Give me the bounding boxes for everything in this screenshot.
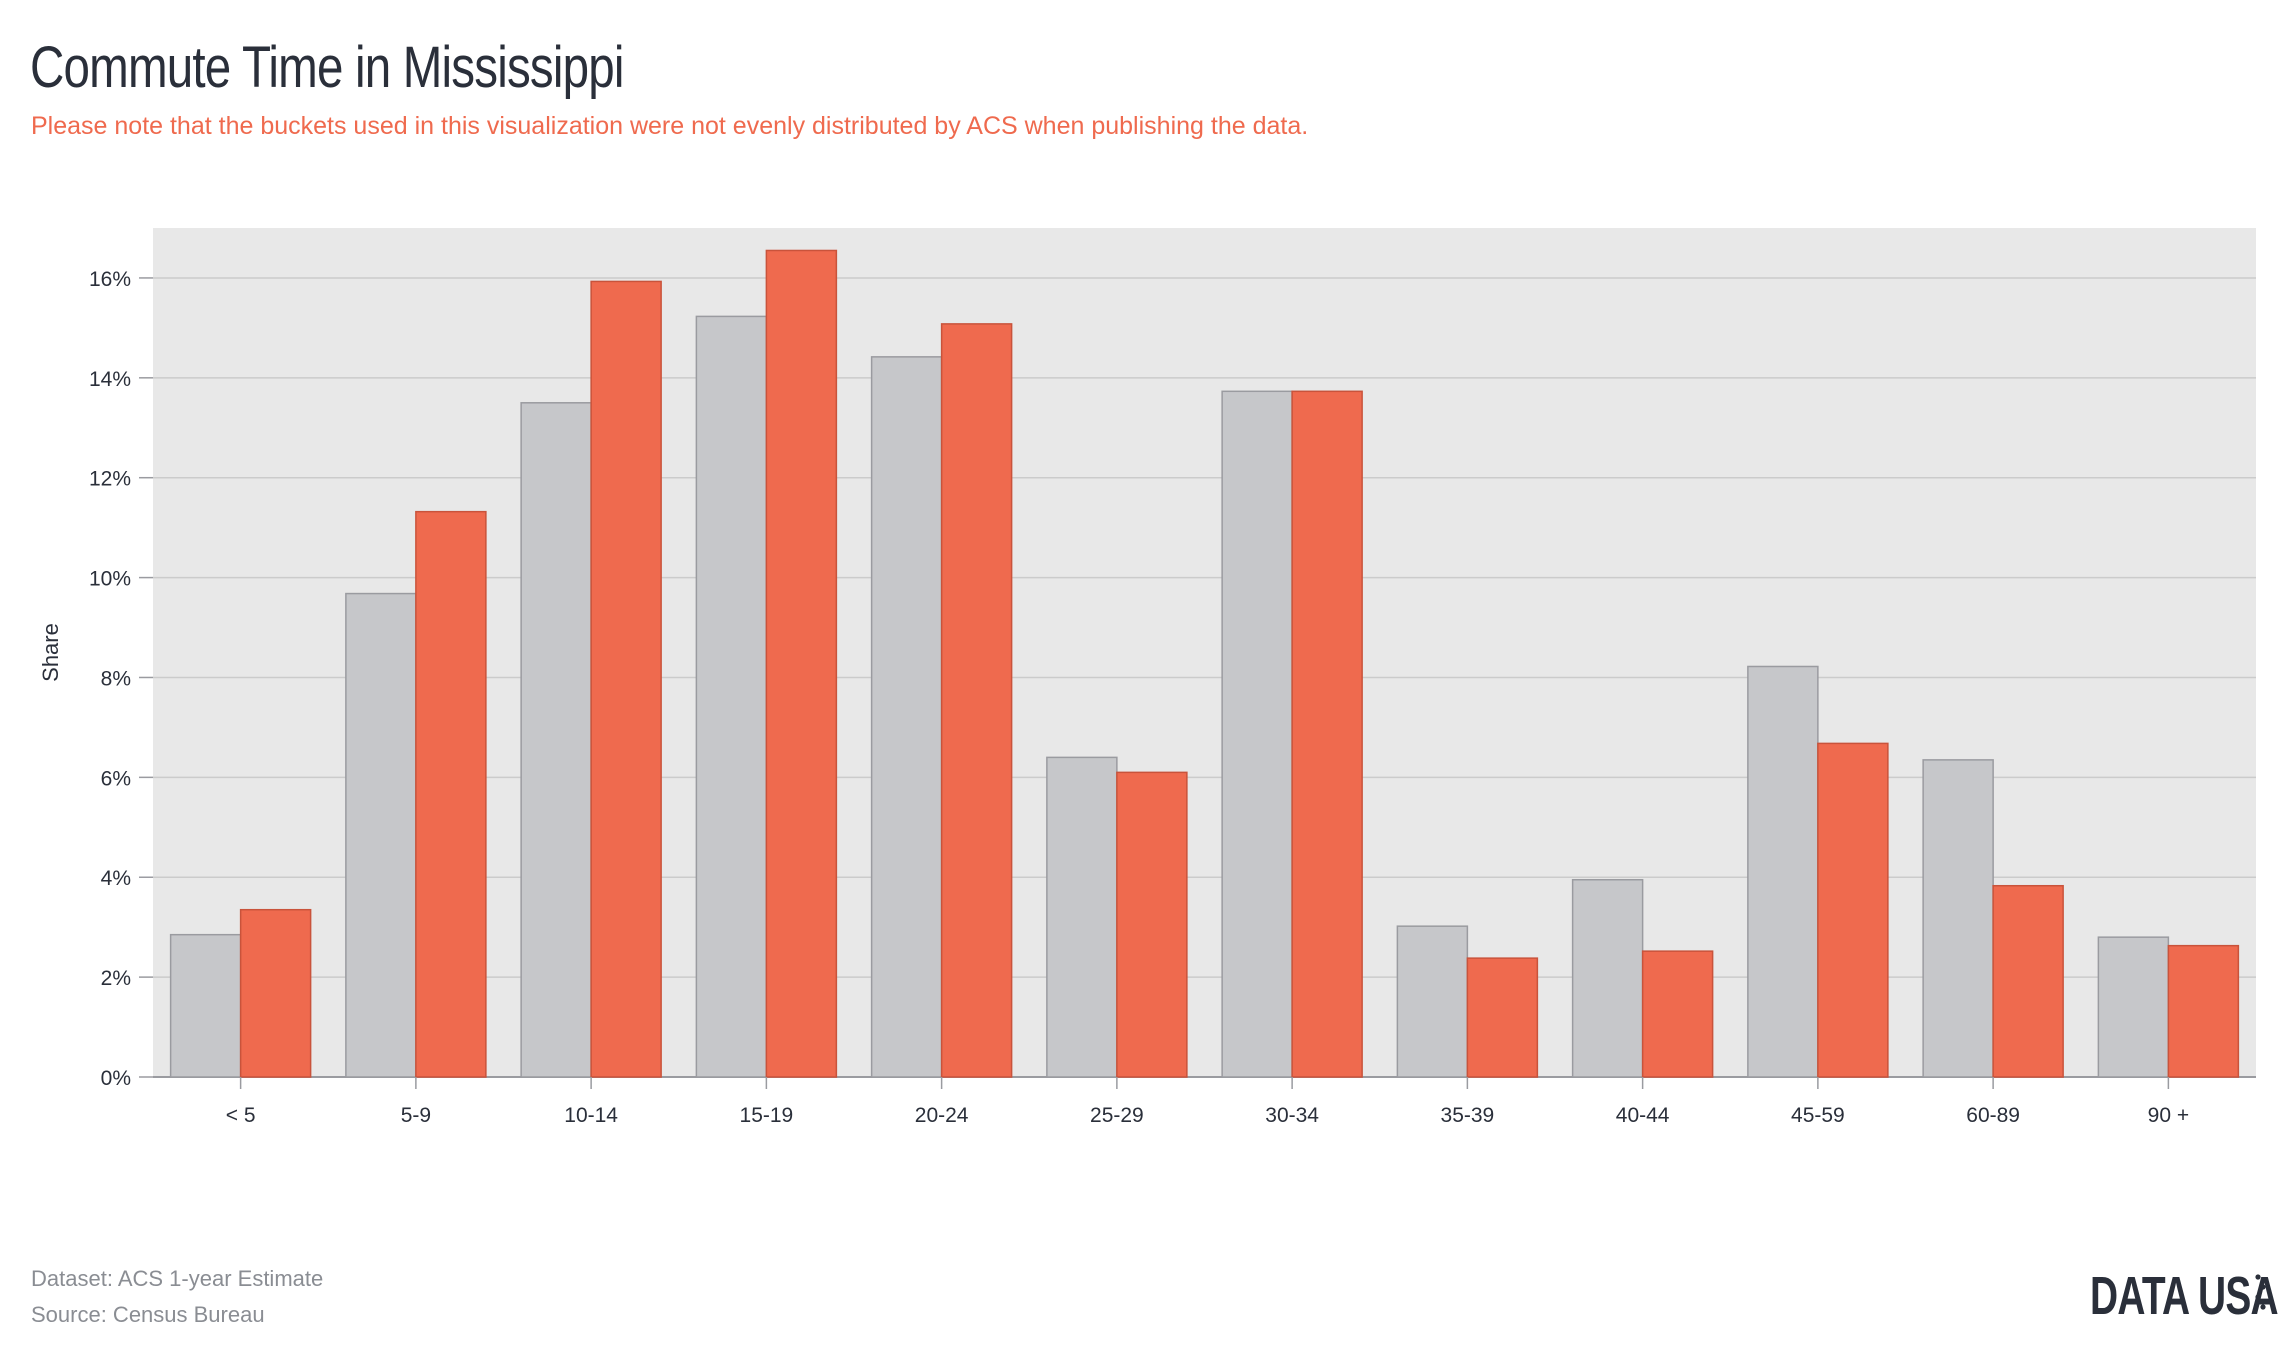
bar-red[interactable] bbox=[590, 280, 662, 1078]
bar-red[interactable] bbox=[2167, 944, 2240, 1078]
bar-red[interactable] bbox=[1817, 742, 1889, 1078]
x-tick-label: 45-59 bbox=[1791, 1104, 1845, 1127]
bar-gray[interactable] bbox=[1046, 756, 1118, 1078]
logo-dots-icon bbox=[2255, 1274, 2266, 1310]
bar-gray[interactable] bbox=[1922, 759, 1994, 1078]
bar-gray[interactable] bbox=[1571, 878, 1644, 1078]
bar-red[interactable] bbox=[1992, 884, 2064, 1078]
x-tick-label: 15-19 bbox=[740, 1104, 794, 1127]
x-axis-ticks: < 5 5-9 10-14 15-19 20-24 25-29 30-34 35-39 40-4… bbox=[226, 1077, 2189, 1127]
y-tick-label: 0% bbox=[101, 1067, 131, 1090]
data-usa-logo[interactable]: DATA USA bbox=[2090, 1266, 2279, 1326]
bars bbox=[169, 249, 2240, 1078]
y-tick-label: 6% bbox=[101, 767, 131, 790]
x-tick-label: < 5 bbox=[226, 1104, 256, 1127]
bar-gray[interactable] bbox=[870, 356, 943, 1078]
y-axis-label: Share bbox=[38, 623, 63, 682]
bar-gray[interactable] bbox=[345, 592, 417, 1078]
x-tick-label: 5-9 bbox=[401, 1104, 431, 1127]
bar-gray[interactable] bbox=[1221, 390, 1293, 1078]
bar-red[interactable] bbox=[415, 510, 487, 1078]
y-tick-label: 8% bbox=[101, 667, 131, 690]
x-tick-label: 40-44 bbox=[1616, 1104, 1670, 1127]
x-tick-label: 60-89 bbox=[1966, 1104, 2020, 1127]
y-tick-label: 10% bbox=[89, 568, 131, 591]
y-axis-ticks: 0% 2% 4% 6% 8% 10% 12% 14% 16% bbox=[89, 268, 153, 1090]
bar-chart: 0% 2% 4% 6% 8% 10% 12% 14% 16% < 5 5-9 10-14 15-19 2… bbox=[38, 228, 2256, 1127]
x-tick-label: 25-29 bbox=[1090, 1104, 1144, 1127]
bar-gray[interactable] bbox=[2097, 936, 2170, 1078]
bar-red[interactable] bbox=[1641, 950, 1714, 1078]
bar-gray[interactable] bbox=[1396, 925, 1469, 1078]
y-tick-label: 16% bbox=[89, 268, 131, 291]
y-tick-label: 12% bbox=[89, 468, 131, 491]
bar-red[interactable] bbox=[765, 249, 838, 1078]
x-tick-label: 90 + bbox=[2148, 1104, 2189, 1127]
bar-gray[interactable] bbox=[169, 933, 242, 1078]
bar-gray[interactable] bbox=[1747, 665, 1819, 1078]
y-tick-label: 14% bbox=[89, 368, 131, 391]
dataset-label: Dataset: ACS 1-year Estimate bbox=[31, 1266, 324, 1291]
x-tick-label: 35-39 bbox=[1441, 1104, 1495, 1127]
chart-subtitle: Please note that the buckets used in thi… bbox=[31, 112, 1309, 140]
source-label[interactable]: Source: Census Bureau bbox=[31, 1302, 265, 1327]
bar-red[interactable] bbox=[239, 908, 312, 1078]
bar-red[interactable] bbox=[1116, 771, 1188, 1078]
bar-red[interactable] bbox=[1466, 957, 1539, 1078]
gridlines bbox=[153, 277, 2256, 1078]
bar-gray[interactable] bbox=[520, 402, 592, 1078]
plot-background bbox=[153, 228, 2256, 1077]
bar-red[interactable] bbox=[1291, 390, 1363, 1078]
x-tick-label: 30-34 bbox=[1265, 1104, 1319, 1127]
bar-red[interactable] bbox=[940, 323, 1013, 1078]
x-tick-label: 10-14 bbox=[564, 1104, 618, 1127]
x-tick-label: 20-24 bbox=[915, 1104, 969, 1127]
bar-gray[interactable] bbox=[695, 315, 768, 1078]
y-tick-label: 4% bbox=[101, 867, 131, 890]
chart-title: Commute Time in Mississippi bbox=[30, 35, 624, 100]
y-tick-label: 2% bbox=[101, 967, 131, 990]
